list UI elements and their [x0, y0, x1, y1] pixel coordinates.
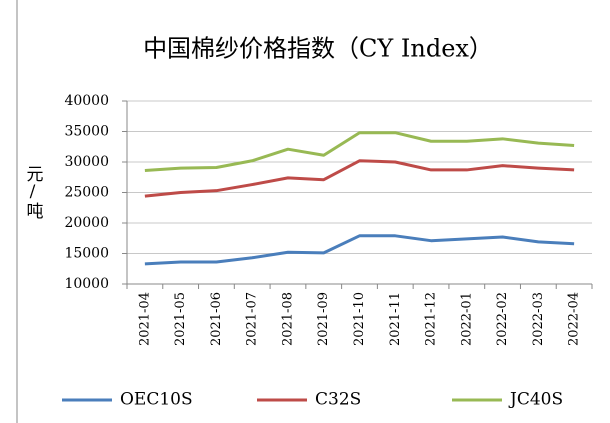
y-tick-label: 20000: [64, 215, 109, 231]
y-tick-label: 40000: [64, 93, 109, 109]
x-tick-label: 2021-08: [280, 292, 295, 346]
line-series: [144, 234, 575, 266]
line-series: [144, 131, 575, 173]
y-tick-label: 30000: [64, 154, 109, 170]
x-tick-label: 2022-02: [495, 292, 510, 346]
legend-label: JC40S: [508, 390, 563, 410]
y-tick-label: 35000: [64, 124, 109, 140]
y-tick-label: 25000: [64, 185, 109, 201]
x-tick-label: 2021-12: [424, 292, 439, 346]
y-tick-label: 15000: [64, 246, 109, 262]
y-tick-label: 10000: [64, 276, 109, 292]
x-tick-label: 2021-07: [245, 292, 260, 346]
x-tick-label: 2022-04: [567, 292, 582, 346]
legend-label: OEC10S: [120, 390, 193, 410]
x-tick-label: 2022-03: [531, 292, 546, 346]
x-tick-label: 2021-10: [352, 292, 367, 346]
legend-label: C32S: [315, 390, 361, 410]
x-tick-label: 2021-09: [316, 292, 331, 346]
x-tick-label: 2021-05: [173, 292, 188, 346]
x-tick-label: 2022-01: [459, 292, 474, 346]
chart-title: 中国棉纱价格指数（CY Index）: [143, 35, 493, 63]
x-tick-label: 2021-06: [209, 292, 224, 346]
line-series: [144, 159, 575, 198]
y-axis-label: 元/吨: [23, 165, 44, 219]
x-tick-label: 2021-04: [137, 292, 152, 346]
x-tick-label: 2021-11: [388, 292, 403, 346]
